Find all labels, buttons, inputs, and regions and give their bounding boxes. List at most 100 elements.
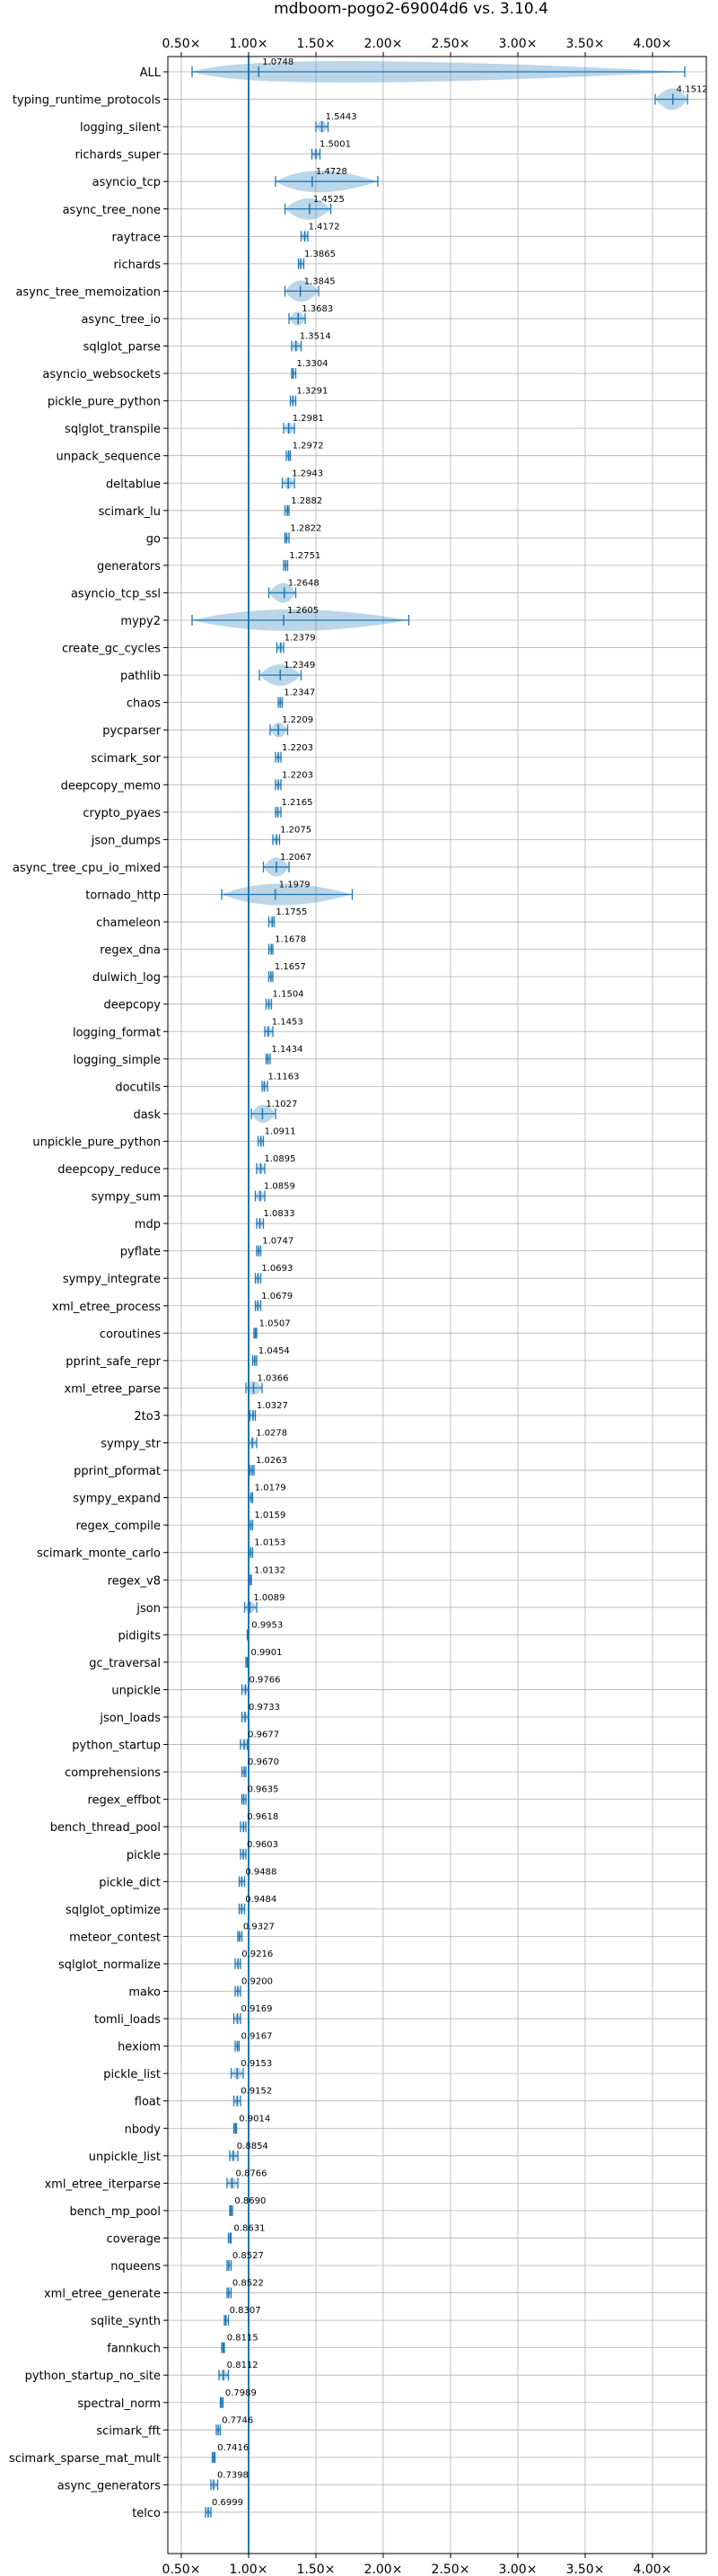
value-label: 1.2648 (288, 578, 320, 588)
value-label: 0.8690 (234, 2196, 266, 2206)
category-label: xml_etree_generate (44, 2288, 161, 2301)
value-label: 1.0507 (259, 1319, 291, 1328)
x-tick-label-bottom: 1.00× (230, 2563, 268, 2576)
value-label: 1.1979 (279, 881, 311, 890)
value-label: 0.8854 (237, 2142, 268, 2151)
category-label: gc_traversal (89, 1657, 161, 1670)
value-label: 0.9766 (249, 1675, 280, 1685)
value-label: 0.9484 (245, 1895, 276, 1905)
value-label: 0.9488 (245, 1867, 276, 1877)
value-label: 0.7398 (217, 2470, 249, 2480)
value-label: 1.1678 (275, 935, 306, 945)
value-label: 1.4172 (309, 222, 340, 232)
category-label: coroutines (100, 1327, 161, 1341)
category-label: asyncio_websockets (42, 368, 161, 381)
value-label: 1.3683 (302, 304, 333, 314)
value-label: 0.9618 (247, 1812, 278, 1822)
category-label: richards_super (74, 149, 161, 162)
label-layer: 1.0748 4.1512 1.5443 1.5001 1.4728 1.4525 1.41… (212, 57, 708, 2508)
category-label: logging_format (73, 1026, 161, 1039)
category-label: pathlib (120, 670, 161, 683)
category-label: meteor_contest (69, 1931, 161, 1944)
value-label: 1.4525 (313, 195, 345, 205)
category-label: xml_etree_iterparse (44, 2177, 161, 2191)
value-label: 1.0159 (254, 1511, 285, 1520)
category-label: sqlite_synth (91, 2315, 161, 2328)
category-label: deepcopy_reduce (57, 1163, 161, 1177)
value-label: 0.9677 (248, 1730, 279, 1740)
category-label: comprehensions (65, 1766, 161, 1780)
value-label: 1.3304 (297, 359, 328, 369)
value-label: 1.0153 (254, 1538, 285, 1548)
category-label: bench_thread_pool (50, 1821, 161, 1835)
violin-layer (191, 61, 688, 2518)
value-label: 1.2075 (280, 825, 311, 835)
category-label: telco (132, 2507, 161, 2520)
value-label: 1.0454 (258, 1346, 290, 1356)
value-label: 1.5443 (326, 112, 357, 122)
x-tick-label-top: 2.50× (432, 37, 470, 51)
x-tick-label-top: 2.00× (364, 37, 403, 51)
category-label: pyflate (120, 1246, 161, 1259)
category-label: pycparser (102, 724, 161, 738)
value-label: 0.8115 (227, 2334, 258, 2344)
value-label: 1.2751 (289, 551, 320, 561)
value-label: 0.8112 (227, 2361, 258, 2370)
value-label: 0.9200 (241, 1977, 273, 1987)
value-label: 1.0911 (265, 1126, 296, 1136)
category-label: scimark_monte_carlo (37, 1547, 161, 1561)
value-label: 1.0747 (262, 1237, 293, 1247)
plot-frame (167, 56, 707, 2554)
category-label: coverage (107, 2232, 161, 2246)
category-label: deltablue (106, 478, 161, 491)
category-label: json_dumps (91, 834, 161, 847)
value-label: 1.2972 (293, 442, 324, 451)
category-label: sympy_str (101, 1438, 161, 1451)
value-label: 1.1163 (267, 1072, 299, 1082)
category-label: nbody (125, 2123, 162, 2136)
value-label: 1.3865 (304, 250, 336, 259)
category-label: pprint_safe_repr (66, 1355, 161, 1369)
x-tick-label-top: 1.50× (297, 37, 336, 51)
value-label: 1.0327 (257, 1401, 288, 1411)
value-label: 0.7416 (217, 2443, 249, 2453)
category-label: sympy_sum (92, 1191, 161, 1205)
value-label: 1.1657 (275, 962, 306, 972)
value-label: 0.8766 (235, 2169, 267, 2178)
category-label: pickle_list (103, 2068, 161, 2081)
category-label: ALL (140, 66, 162, 80)
category-label: sqlglot_optimize (66, 1904, 161, 1917)
category-label: scimark_lu (99, 505, 161, 519)
value-label: 0.9635 (248, 1785, 279, 1795)
category-label: bench_mp_pool (69, 2205, 161, 2219)
x-tick-label-top: 3.00× (499, 37, 538, 51)
category-label: sqlglot_normalize (58, 1958, 161, 1972)
category-label: spectral_norm (77, 2397, 161, 2411)
value-label: 1.0859 (264, 1182, 295, 1192)
category-label: async_tree_memoization (15, 285, 161, 299)
value-label: 0.8307 (230, 2306, 261, 2316)
category-label: tomli_loads (94, 2013, 161, 2027)
value-label: 0.9733 (249, 1703, 280, 1713)
category-label: pickle_dict (99, 1876, 161, 1889)
value-label: 1.2349 (284, 661, 315, 670)
category-label: typing_runtime_protocols (13, 94, 161, 108)
value-label: 0.9014 (239, 2114, 270, 2124)
value-label: 1.0278 (256, 1429, 287, 1439)
category-label: logging_simple (73, 1054, 161, 1067)
value-label: 1.1504 (273, 990, 304, 1000)
x-tick-label-bottom: 3.50× (566, 2563, 605, 2576)
category-label: generators (97, 560, 161, 574)
value-label: 0.9327 (243, 1922, 275, 1932)
category-label: go (146, 532, 161, 546)
value-label: 0.7746 (222, 2415, 253, 2425)
value-label: 1.0748 (262, 57, 293, 67)
category-label: pprint_pformat (74, 1465, 161, 1478)
category-label: scimark_fft (96, 2424, 161, 2438)
value-label: 1.2943 (292, 469, 323, 478)
category-label: unpack_sequence (56, 451, 161, 464)
value-label: 1.5001 (320, 140, 351, 150)
category-label: mypy2 (120, 615, 161, 628)
